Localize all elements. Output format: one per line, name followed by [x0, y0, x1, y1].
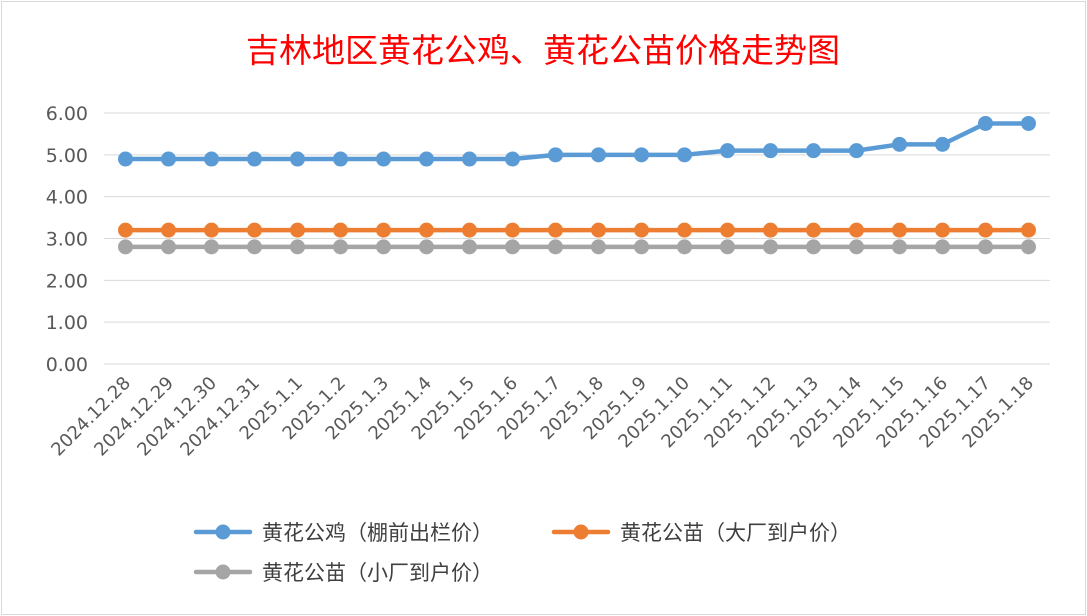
data-point: [419, 151, 434, 167]
data-point: [290, 239, 305, 255]
chart-title: 吉林地区黄花公鸡、黄花公苗价格走势图: [246, 31, 840, 70]
data-point: [161, 151, 176, 167]
data-point: [892, 222, 907, 238]
data-point: [161, 239, 176, 255]
data-point: [806, 143, 821, 159]
data-point: [677, 147, 692, 163]
legend-label: 黄花公鸡（棚前出栏价）: [262, 521, 493, 545]
data-point: [1021, 115, 1036, 131]
data-point: [978, 222, 993, 238]
legend-label: 黄花公苗（大厂到户价）: [620, 521, 851, 545]
data-point: [1021, 239, 1036, 255]
data-point: [505, 222, 520, 238]
data-point: [161, 222, 176, 238]
data-point: [419, 222, 434, 238]
data-point: [806, 239, 821, 255]
series-1: [118, 115, 1036, 167]
data-point: [462, 222, 477, 238]
series-3: [118, 239, 1036, 255]
data-point: [247, 151, 262, 167]
legend: 黄花公鸡（棚前出栏价） 黄花公苗（大厂到户价） 黄花公苗（小厂到户价）: [193, 521, 851, 585]
data-point: [591, 239, 606, 255]
data-point: [204, 222, 219, 238]
legend-item: 黄花公苗（小厂到户价）: [193, 561, 493, 585]
series-2: [118, 222, 1036, 238]
data-point: [634, 239, 649, 255]
data-point: [204, 239, 219, 255]
data-point: [591, 222, 606, 238]
y-tick-label: 0.00: [46, 354, 88, 376]
data-point: [290, 222, 305, 238]
data-point: [720, 143, 735, 159]
y-tick-label: 5.00: [46, 145, 88, 167]
data-point: [763, 143, 778, 159]
y-tick-label: 3.00: [46, 229, 88, 251]
data-point: [419, 239, 434, 255]
data-point: [720, 239, 735, 255]
data-point: [548, 147, 563, 163]
data-point: [204, 151, 219, 167]
data-point: [935, 239, 950, 255]
data-point: [505, 239, 520, 255]
legend-item: 黄花公苗（大厂到户价）: [551, 521, 851, 545]
data-point: [677, 222, 692, 238]
data-point: [634, 222, 649, 238]
data-point: [118, 222, 133, 238]
y-tick-label: 1.00: [46, 312, 88, 334]
data-point: [935, 136, 950, 152]
series-line: [123, 121, 1031, 162]
data-point: [720, 222, 735, 238]
data-point: [849, 239, 864, 255]
data-point: [763, 222, 778, 238]
data-point: [1021, 222, 1036, 238]
y-tick-label: 2.00: [46, 270, 88, 292]
data-point: [935, 222, 950, 238]
data-point: [978, 239, 993, 255]
data-point: [849, 222, 864, 238]
legend-item: 黄花公鸡（棚前出栏价）: [193, 521, 493, 545]
data-point: [462, 239, 477, 255]
data-point: [892, 239, 907, 255]
data-point: [763, 239, 778, 255]
data-point: [333, 222, 348, 238]
data-point: [247, 239, 262, 255]
data-point: [462, 151, 477, 167]
data-point: [634, 147, 649, 163]
legend-marker: [215, 524, 231, 540]
data-point: [376, 239, 391, 255]
data-point: [376, 151, 391, 167]
data-point: [505, 151, 520, 167]
gridlines: [104, 112, 1050, 365]
data-point: [677, 239, 692, 255]
data-point: [290, 151, 305, 167]
data-point: [118, 151, 133, 167]
data-point: [892, 136, 907, 152]
y-tick-label: 4.00: [46, 187, 88, 209]
series-lines: [118, 115, 1036, 255]
data-point: [118, 239, 133, 255]
data-point: [247, 222, 262, 238]
data-point: [548, 239, 563, 255]
data-point: [978, 115, 993, 131]
legend-marker: [215, 564, 231, 580]
data-point: [591, 147, 606, 163]
data-point: [548, 222, 563, 238]
data-point: [333, 151, 348, 167]
legend-marker: [573, 524, 589, 540]
data-point: [849, 143, 864, 159]
data-point: [333, 239, 348, 255]
y-tick-label: 6.00: [46, 103, 88, 125]
data-point: [806, 222, 821, 238]
legend-label: 黄花公苗（小厂到户价）: [262, 561, 493, 585]
x-axis-ticks: 2024.12.282024.12.292024.12.302024.12.31…: [47, 373, 1038, 461]
data-point: [376, 222, 391, 238]
y-axis-ticks: 0.00 1.00 2.00 3.00 4.00 5.00 6.00: [46, 103, 88, 376]
